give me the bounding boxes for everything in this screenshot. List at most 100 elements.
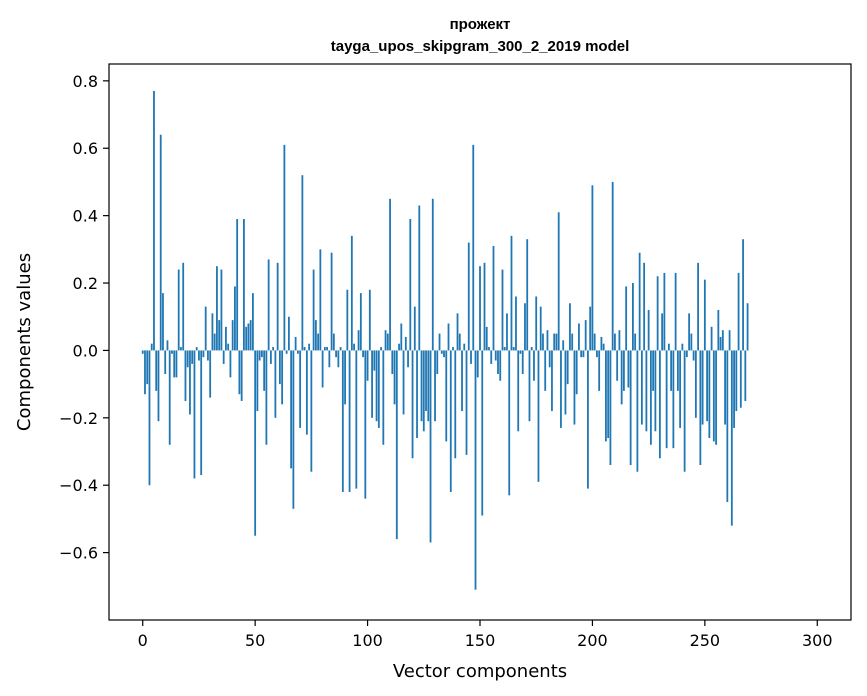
bar [715, 350, 717, 445]
y-tick-label: 0.6 [73, 139, 98, 158]
bar [510, 235, 513, 351]
bar [371, 350, 373, 418]
bar [218, 320, 221, 351]
bar [537, 350, 540, 482]
bar [717, 309, 720, 351]
bar [685, 350, 688, 358]
bar [503, 347, 506, 351]
bar [261, 350, 263, 358]
bar [148, 350, 151, 486]
bar [690, 333, 693, 351]
bar [494, 350, 497, 361]
bar [485, 326, 488, 351]
bar [652, 350, 655, 391]
bar [699, 350, 702, 465]
bar [189, 350, 191, 415]
bar [488, 347, 490, 351]
bar [452, 347, 454, 351]
bar [571, 333, 574, 351]
bar [339, 347, 342, 351]
bar [357, 330, 360, 351]
bar [517, 350, 520, 432]
bar [434, 350, 436, 422]
bar [573, 350, 576, 425]
bar [726, 350, 729, 503]
bar [465, 350, 468, 455]
bar [180, 347, 182, 351]
bar [483, 262, 486, 351]
bar [243, 219, 245, 351]
bar [697, 262, 699, 351]
y-tick-label: −0.6 [59, 544, 98, 563]
bar [292, 350, 295, 509]
bar [476, 350, 479, 378]
bar [616, 350, 619, 381]
bar [355, 350, 358, 489]
bar [456, 313, 459, 351]
bar [575, 350, 578, 395]
bar [195, 347, 198, 351]
bar [427, 350, 430, 422]
bar [587, 350, 589, 489]
bar [305, 350, 308, 435]
bar [330, 252, 333, 351]
bar [278, 350, 281, 385]
y-tick-label: 0.4 [73, 207, 98, 226]
bar [303, 347, 306, 351]
bar [521, 350, 524, 375]
bar [481, 350, 484, 516]
bar [602, 343, 605, 351]
bar [258, 350, 261, 361]
bar [712, 350, 715, 442]
bar [694, 350, 697, 418]
bar [229, 350, 232, 378]
bar [742, 239, 744, 351]
bar [164, 350, 167, 375]
bar [438, 333, 441, 351]
bar [247, 323, 250, 351]
chart-title-line-1: прожект [450, 16, 511, 33]
bar [344, 350, 346, 405]
x-tick-label: 300 [802, 631, 833, 650]
y-tick-label: 0.0 [73, 341, 98, 360]
bar [461, 350, 463, 412]
bar [458, 333, 461, 351]
bar [620, 350, 623, 405]
bar [467, 242, 470, 351]
bar [679, 350, 682, 428]
bar [157, 350, 160, 422]
bar [225, 326, 227, 351]
bar [661, 313, 664, 351]
bar [384, 330, 387, 351]
bar [301, 175, 304, 351]
bar [191, 350, 194, 364]
bar [735, 350, 738, 412]
bar [670, 350, 673, 391]
bar [665, 350, 668, 449]
bar [667, 343, 670, 351]
bar [272, 347, 275, 351]
bar [209, 350, 212, 398]
bar [721, 330, 724, 351]
bar [542, 333, 544, 351]
bar [267, 259, 270, 351]
bar [580, 350, 583, 358]
bar [332, 333, 335, 351]
bar [249, 320, 252, 351]
bar [236, 219, 239, 351]
bar [479, 266, 481, 351]
bar [589, 306, 592, 351]
bar [398, 343, 400, 351]
bar [175, 350, 178, 378]
bar [254, 350, 257, 536]
bar [649, 350, 652, 445]
bar [299, 350, 302, 428]
bar [364, 350, 367, 499]
bar [733, 350, 735, 428]
bar [173, 350, 176, 378]
bar [562, 340, 565, 351]
bar [213, 333, 216, 351]
y-tick-label: 0.8 [73, 72, 98, 91]
bar [162, 293, 164, 351]
chart-title-line-2: tayga_upos_skipgram_300_2_2019 model [331, 38, 630, 55]
